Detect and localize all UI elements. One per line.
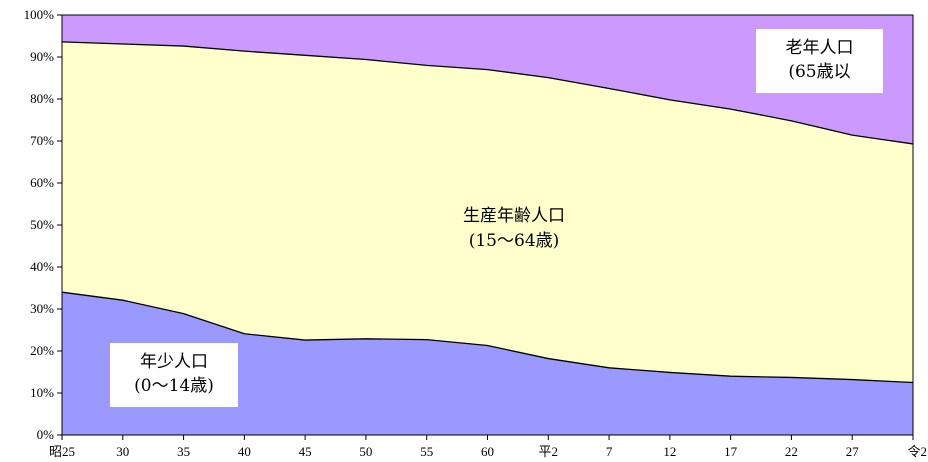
x-tick-label: 7 bbox=[606, 444, 613, 459]
working-age-population-area bbox=[62, 41, 913, 383]
label-box bbox=[756, 29, 883, 93]
area-layers bbox=[62, 15, 913, 435]
x-tick-label: 40 bbox=[238, 444, 251, 459]
y-tick-label: 40% bbox=[30, 259, 54, 274]
x-tick-label: 令2 bbox=[907, 444, 927, 459]
x-tick-label: 22 bbox=[785, 444, 798, 459]
x-tick-label: 昭25 bbox=[49, 444, 75, 459]
y-tick-label: 90% bbox=[30, 49, 54, 64]
x-tick-label: 27 bbox=[846, 444, 860, 459]
y-tick-label: 0% bbox=[37, 427, 55, 442]
x-tick-label: 12 bbox=[663, 444, 676, 459]
band-label-line: 老年人口 bbox=[786, 38, 854, 58]
x-tick-label: 50 bbox=[359, 444, 372, 459]
y-tick-label: 20% bbox=[30, 343, 54, 358]
y-tick-label: 10% bbox=[30, 385, 54, 400]
band-label-line: 生産年齢人口 bbox=[463, 206, 565, 226]
band-labels: 年少人口 (0〜14歳) 生産年齢人口 (15〜64歳) 老年人口 (65歳以 bbox=[110, 29, 883, 407]
y-tick-label: 50% bbox=[30, 217, 54, 232]
x-tick-label: 17 bbox=[724, 444, 738, 459]
young-population-label: 年少人口 (0〜14歳) bbox=[110, 343, 238, 407]
x-tick-label: 60 bbox=[481, 444, 494, 459]
working-age-population-label: 生産年齢人口 (15〜64歳) bbox=[463, 206, 565, 251]
young-population-area bbox=[62, 292, 913, 435]
elderly-population-label: 老年人口 (65歳以 bbox=[756, 29, 883, 93]
x-tick-label: 30 bbox=[116, 444, 129, 459]
band-label-line: (65歳以 bbox=[788, 62, 850, 82]
band-label-line: 年少人口 bbox=[140, 352, 208, 372]
young-working-boundary-line bbox=[61, 291, 914, 384]
band-label-line: (15〜64歳) bbox=[469, 231, 560, 251]
label-box bbox=[110, 343, 238, 407]
y-tick-label: 70% bbox=[30, 133, 54, 148]
boundary-lines bbox=[61, 41, 914, 384]
y-tick-label: 80% bbox=[30, 91, 54, 106]
y-axis: 0% 10% 20% 30% 40% 50% 60% 70% 80% 90% 100% bbox=[24, 7, 62, 442]
elderly-population-area bbox=[62, 15, 913, 144]
y-tick-label: 30% bbox=[30, 301, 54, 316]
band-label-line: (0〜14歳) bbox=[134, 376, 214, 396]
y-tick-label: 100% bbox=[24, 7, 55, 22]
y-tick-label: 60% bbox=[30, 175, 54, 190]
x-tick-label: 45 bbox=[299, 444, 312, 459]
x-axis: 昭25 30 35 40 45 50 55 60 平2 7 12 17 22 27 令2 bbox=[49, 435, 927, 459]
x-tick-label: 平2 bbox=[539, 444, 559, 459]
x-tick-label: 35 bbox=[177, 444, 190, 459]
working-elderly-boundary-line bbox=[61, 41, 914, 145]
x-tick-label: 55 bbox=[420, 444, 433, 459]
